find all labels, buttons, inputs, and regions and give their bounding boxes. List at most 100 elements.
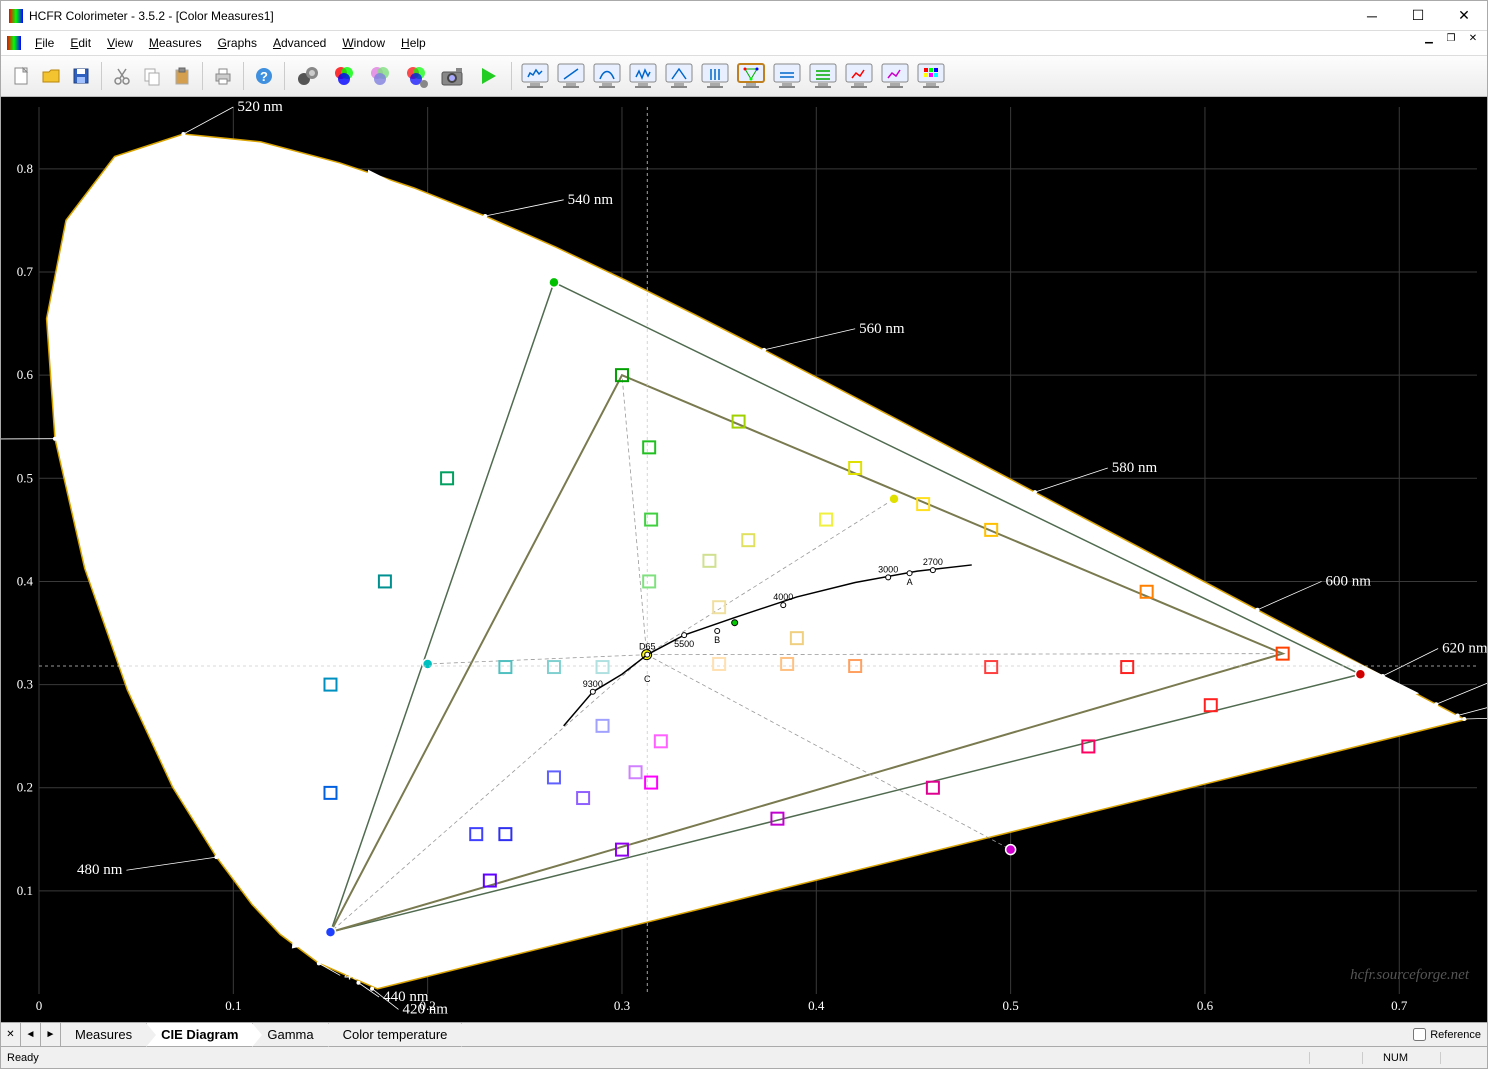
reference-checkbox[interactable]: Reference	[1407, 1023, 1487, 1046]
graph-view-11-button[interactable]	[914, 59, 948, 93]
svg-text:480 nm: 480 nm	[77, 862, 123, 878]
svg-text:0.4: 0.4	[808, 998, 825, 1013]
tab-measures[interactable]: Measures	[61, 1023, 147, 1046]
menu-graphs[interactable]: Graphs	[210, 34, 265, 52]
watermark: hcfr.sourceforge.net	[1350, 967, 1469, 984]
svg-text:620 nm: 620 nm	[1442, 640, 1487, 656]
svg-text:0.8: 0.8	[17, 161, 33, 176]
svg-text:A: A	[907, 577, 913, 587]
svg-text:0.2: 0.2	[17, 780, 33, 795]
sensor-button[interactable]	[291, 59, 325, 93]
saturation-button[interactable]	[399, 59, 433, 93]
titlebar: HCFR Colorimeter - 3.5.2 - [Color Measur…	[1, 1, 1487, 31]
svg-text:0.5: 0.5	[17, 470, 33, 485]
graph-view-6-button[interactable]	[734, 59, 768, 93]
minimize-button[interactable]: ─	[1349, 1, 1395, 31]
svg-text:4000: 4000	[773, 592, 793, 602]
doc-icon	[7, 36, 21, 50]
paste-button[interactable]	[168, 62, 196, 90]
menu-file[interactable]: File	[27, 34, 62, 52]
svg-text:?: ?	[260, 69, 268, 84]
svg-text:520 nm: 520 nm	[237, 99, 283, 115]
menu-window[interactable]: Window	[334, 34, 393, 52]
menu-help[interactable]: Help	[393, 34, 434, 52]
camera-button[interactable]	[435, 59, 469, 93]
svg-text:0: 0	[36, 998, 43, 1013]
tab-prev-button[interactable]: ◄	[21, 1023, 41, 1046]
cut-button[interactable]	[108, 62, 136, 90]
graph-view-9-button[interactable]	[842, 59, 876, 93]
svg-text:560 nm: 560 nm	[859, 321, 905, 337]
svg-text:0.7: 0.7	[17, 264, 34, 279]
window-title: HCFR Colorimeter - 3.5.2 - [Color Measur…	[29, 9, 1349, 23]
tab-next-button[interactable]: ►	[41, 1023, 61, 1046]
tab-cie-diagram[interactable]: CIE Diagram	[147, 1023, 253, 1046]
svg-text:460 nm: 460 nm	[344, 967, 390, 983]
help-button[interactable]: ?	[250, 62, 278, 90]
open-button[interactable]	[37, 62, 65, 90]
status-num: NUM	[1362, 1052, 1428, 1064]
graph-view-2-button[interactable]	[590, 59, 624, 93]
menu-measures[interactable]: Measures	[141, 34, 210, 52]
tab-gamma[interactable]: Gamma	[253, 1023, 328, 1046]
window-controls: ─ ☐ ✕	[1349, 1, 1487, 31]
svg-text:3000: 3000	[878, 564, 898, 574]
mdi-close-button[interactable]: ✕	[1463, 33, 1483, 49]
svg-text:0.1: 0.1	[17, 883, 33, 898]
graph-view-3-button[interactable]	[626, 59, 660, 93]
svg-text:0.4: 0.4	[17, 573, 34, 588]
app-icon	[9, 9, 23, 23]
mdi-restore-button[interactable]: ❐	[1441, 33, 1461, 49]
graph-view-1-button[interactable]	[554, 59, 588, 93]
svg-text:540 nm: 540 nm	[568, 192, 614, 208]
tab-close-button[interactable]: ✕	[1, 1023, 21, 1046]
svg-text:0.6: 0.6	[1197, 998, 1214, 1013]
svg-text:5500: 5500	[674, 639, 694, 649]
statusbar: Ready NUM	[1, 1046, 1487, 1068]
svg-text:580 nm: 580 nm	[1112, 460, 1158, 476]
svg-text:0.5: 0.5	[1002, 998, 1018, 1013]
svg-text:2700: 2700	[923, 557, 943, 567]
mdi-controls: ▁ ❐ ✕	[1419, 33, 1483, 49]
svg-text:0.1: 0.1	[225, 998, 241, 1013]
svg-text:C: C	[644, 674, 651, 684]
graph-view-0-button[interactable]	[518, 59, 552, 93]
svg-text:0.3: 0.3	[17, 677, 33, 692]
graph-view-5-button[interactable]	[698, 59, 732, 93]
menubar: FileEditViewMeasuresGraphsAdvancedWindow…	[1, 31, 1487, 55]
svg-text:B: B	[714, 635, 720, 645]
menu-view[interactable]: View	[99, 34, 141, 52]
svg-text:9300: 9300	[583, 679, 603, 689]
grayscale-button[interactable]	[363, 59, 397, 93]
graph-view-8-button[interactable]	[806, 59, 840, 93]
menu-advanced[interactable]: Advanced	[265, 34, 334, 52]
menu-edit[interactable]: Edit	[62, 34, 99, 52]
save-button[interactable]	[67, 62, 95, 90]
print-button[interactable]	[209, 62, 237, 90]
svg-text:600 nm: 600 nm	[1326, 573, 1372, 589]
svg-text:0.7: 0.7	[1391, 998, 1408, 1013]
mdi-minimize-button[interactable]: ▁	[1419, 33, 1439, 49]
graph-view-4-button[interactable]	[662, 59, 696, 93]
play-button[interactable]	[471, 59, 505, 93]
status-empty2	[1440, 1052, 1481, 1064]
status-empty1	[1309, 1052, 1350, 1064]
tab-strip: ✕ ◄ ► MeasuresCIE DiagramGammaColor temp…	[1, 1022, 1487, 1046]
cie-diagram[interactable]: 00.10.20.30.40.50.60.70.10.20.30.40.50.6…	[1, 97, 1487, 1022]
rgb-button[interactable]	[327, 59, 361, 93]
svg-text:D65: D65	[639, 642, 656, 652]
graph-view-10-button[interactable]	[878, 59, 912, 93]
svg-text:440 nm: 440 nm	[383, 989, 429, 1005]
new-button[interactable]	[7, 62, 35, 90]
app-window: HCFR Colorimeter - 3.5.2 - [Color Measur…	[0, 0, 1488, 1069]
close-button[interactable]: ✕	[1441, 1, 1487, 31]
maximize-button[interactable]: ☐	[1395, 1, 1441, 31]
reference-checkbox-input[interactable]	[1413, 1028, 1426, 1041]
graph-view-7-button[interactable]	[770, 59, 804, 93]
svg-text:0.3: 0.3	[614, 998, 630, 1013]
tab-color-temperature[interactable]: Color temperature	[329, 1023, 463, 1046]
chart-area[interactable]: 00.10.20.30.40.50.60.70.10.20.30.40.50.6…	[1, 97, 1487, 1022]
copy-button[interactable]	[138, 62, 166, 90]
status-ready: Ready	[7, 1052, 39, 1064]
toolbar: ?	[1, 55, 1487, 97]
